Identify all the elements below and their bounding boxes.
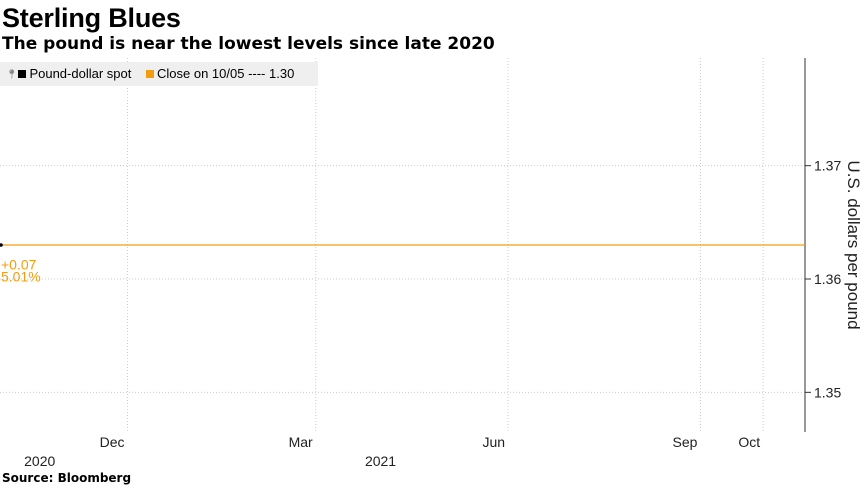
x-tick-label: Oct: [738, 434, 760, 450]
pin-icon: 📍︎: [6, 69, 18, 79]
legend-item-spot[interactable]: 📍︎ Pound-dollar spot: [6, 62, 131, 86]
legend-item-close[interactable]: Close on 10/05 ---- 1.30: [146, 62, 294, 86]
change-annotation: 5.01%: [1, 269, 41, 285]
y-axis-title: U.S. dollars per pound: [844, 160, 863, 329]
x-tick-label: Dec: [100, 434, 125, 450]
legend: 📍︎ Pound-dollar spot Close on 10/05 ---- …: [0, 62, 318, 86]
change-annotation: +0.07: [1, 256, 37, 272]
y-tick-label: 1.37: [814, 158, 841, 174]
y-tick-label: 1.35: [814, 384, 841, 400]
chart-subtitle: The pound is near the lowest levels sinc…: [2, 34, 495, 54]
y-tick-label: 1.36: [814, 271, 841, 287]
x-year-label: 2020: [24, 453, 55, 469]
legend-label-spot: Pound-dollar spot: [29, 66, 132, 81]
source-note: Source: Bloomberg: [2, 471, 132, 485]
x-year-label: 2021: [365, 453, 396, 469]
chart-title: Sterling Blues: [2, 3, 181, 33]
legend-label-close: Close on 10/05 ---- 1.30: [157, 66, 295, 81]
x-tick-label: Jun: [483, 434, 506, 450]
spot-point: [0, 243, 3, 247]
x-tick-label: Sep: [673, 434, 698, 450]
x-tick-label: Mar: [289, 434, 313, 450]
legend-swatch-close: [146, 70, 154, 78]
legend-swatch-spot: [18, 70, 27, 78]
